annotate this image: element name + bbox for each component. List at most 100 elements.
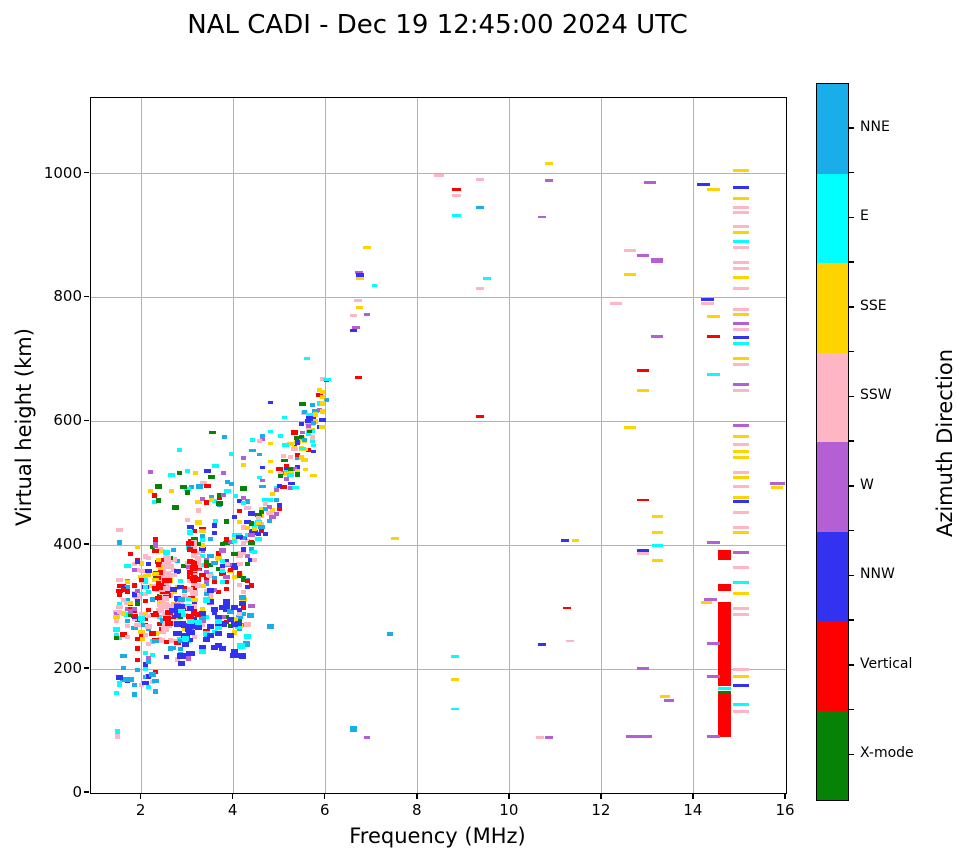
echo-point bbox=[732, 566, 749, 570]
cluster-point-f-region-main-mid bbox=[199, 573, 207, 578]
cluster-point-upper-scatter-left bbox=[176, 447, 182, 452]
cluster-point-nnw-chain bbox=[185, 622, 195, 629]
echo-point bbox=[651, 559, 663, 563]
cluster-point-f-region-main-low bbox=[138, 560, 144, 566]
cluster-point-upper-scatter-right bbox=[303, 467, 309, 471]
cluster-point-f-trace-rising bbox=[302, 437, 308, 442]
cluster-point-pink-column bbox=[162, 556, 171, 562]
cluster-point-f-region-main-mid bbox=[191, 599, 197, 604]
cluster-point-nnw-chain bbox=[218, 645, 226, 651]
cluster-point-upper-scatter-right bbox=[249, 437, 255, 442]
cluster-point-f-region-main-mid bbox=[231, 552, 239, 557]
cluster-point-f-region-main-low bbox=[149, 545, 155, 550]
cluster-point-f-region-main-low bbox=[182, 585, 188, 591]
cluster-point-f-region-main-mid bbox=[223, 574, 231, 579]
cluster-point-f-region-main-low bbox=[117, 593, 123, 598]
cluster-point-f-trace-rising bbox=[262, 500, 268, 505]
echo-point bbox=[732, 613, 749, 617]
cluster-point-upper-scatter-right bbox=[280, 459, 288, 463]
cluster-point-nnw-chain bbox=[223, 607, 230, 613]
echo-point bbox=[387, 632, 394, 637]
cluster-point-nnw-chain bbox=[170, 587, 178, 593]
cluster-point-f-trace-rising bbox=[287, 441, 295, 446]
cluster-point-f-region-main-mid bbox=[212, 530, 218, 535]
y-gridline bbox=[91, 173, 786, 175]
cluster-point-f-region-main-mid bbox=[199, 527, 207, 532]
cluster-point-f-region-main-low bbox=[119, 631, 127, 637]
cluster-point-f-trace-rising bbox=[298, 435, 304, 440]
cluster-point-upper-scatter-left bbox=[229, 481, 235, 486]
cluster-point-f-region-main-mid bbox=[224, 559, 230, 564]
cluster-point-red-column bbox=[154, 596, 162, 601]
cluster-point-f-region-main-low bbox=[171, 620, 177, 626]
cluster-point-f-trace-rising bbox=[309, 437, 315, 443]
cluster-point-nnw-chain bbox=[239, 653, 247, 660]
echo-point bbox=[732, 709, 749, 713]
echo-point bbox=[706, 373, 720, 377]
cluster-point-f-region-main-low bbox=[167, 638, 173, 643]
cluster-point-nnw-chain bbox=[181, 632, 191, 638]
y-gridline bbox=[91, 420, 786, 422]
echo-point bbox=[637, 552, 650, 556]
cluster-point-f-region-main-low bbox=[164, 655, 170, 660]
x-tick-mark bbox=[784, 793, 786, 799]
y-gridline bbox=[91, 668, 786, 670]
x-tick-mark bbox=[692, 793, 694, 799]
cluster-point-f-trace-rising bbox=[279, 484, 287, 489]
cluster-point-f-region-main-mid bbox=[236, 571, 242, 576]
cluster-point-f-region-main-low bbox=[119, 653, 127, 658]
cluster-point-f-region-main-mid bbox=[200, 496, 206, 501]
cluster-point-f-trace-rising bbox=[288, 486, 294, 491]
cluster-point-f-region-main-mid bbox=[223, 561, 231, 566]
cluster-point-red-column bbox=[155, 557, 161, 562]
cluster-point-f-region-main-mid bbox=[212, 579, 218, 584]
cluster-point-f-region-main-low bbox=[135, 617, 141, 622]
cluster-point-f-trace-rising bbox=[290, 429, 298, 435]
y-tick-mark bbox=[84, 295, 89, 298]
cluster-point-nnw-chain bbox=[231, 648, 239, 655]
cluster-point-f-region-main-low bbox=[148, 583, 156, 588]
cluster-point-f-region-main-mid bbox=[243, 621, 251, 627]
cluster-point-red-pink-column-2 bbox=[191, 609, 198, 615]
cluster-point-red-pink-column-2 bbox=[190, 590, 199, 596]
cluster-point-f-region-main-low bbox=[173, 640, 181, 645]
echo-point bbox=[565, 639, 574, 642]
cluster-point-f-region-main-mid bbox=[204, 580, 210, 585]
echo-point bbox=[351, 326, 360, 330]
cluster-point-upper-scatter-right bbox=[307, 430, 313, 434]
cluster-point-f-trace-rising bbox=[277, 484, 283, 489]
cluster-point-upper-scatter-left bbox=[229, 451, 235, 456]
cluster-point-nnw-chain bbox=[231, 621, 239, 627]
cluster-point-upper-scatter-left bbox=[221, 470, 227, 475]
cluster-point-sporadic-e-low bbox=[142, 666, 148, 671]
cluster-point-f-trace-rising bbox=[295, 453, 301, 458]
cluster-point-f-region-main-low bbox=[152, 639, 160, 644]
cluster-point-nnw-chain bbox=[174, 612, 182, 618]
cluster-point-f-region-main-low bbox=[146, 642, 152, 647]
cluster-point-f-region-main-mid bbox=[235, 615, 243, 619]
echo-point bbox=[637, 388, 650, 392]
cluster-point-f-region-main-mid bbox=[195, 519, 203, 525]
cluster-point-f-region-main-mid bbox=[224, 600, 230, 605]
cluster-point-f-trace-rising bbox=[280, 470, 286, 475]
cluster-point-upper-scatter-left bbox=[241, 462, 247, 467]
cluster-point-f-region-main-low bbox=[155, 546, 163, 551]
cluster-point-f-region-main-low bbox=[117, 635, 123, 640]
cluster-point-f-region-main-low bbox=[135, 646, 141, 652]
cluster-point-red-column bbox=[158, 570, 164, 575]
cluster-point-nnw-chain bbox=[174, 595, 182, 601]
cluster-point-upper-scatter-right bbox=[278, 434, 284, 438]
echo-point bbox=[732, 580, 749, 584]
cluster-point-f-region-main-mid bbox=[248, 583, 254, 588]
cluster-point-f-region-main-mid bbox=[235, 561, 243, 566]
x-axis-label: Frequency (MHz) bbox=[349, 824, 526, 848]
cluster-point-red-column bbox=[152, 586, 158, 591]
cluster-point-f-trace-rising bbox=[277, 505, 283, 511]
cluster-point-f-trace-rising bbox=[319, 418, 327, 423]
cluster-point-f-region-main-mid bbox=[199, 617, 207, 623]
y-axis-label: Virtual height (km) bbox=[12, 328, 36, 526]
cluster-point-f-region-main-low bbox=[142, 584, 148, 589]
echo-point bbox=[353, 299, 362, 303]
data-bar bbox=[717, 549, 731, 561]
cluster-point-f-region-main-mid bbox=[247, 603, 255, 608]
